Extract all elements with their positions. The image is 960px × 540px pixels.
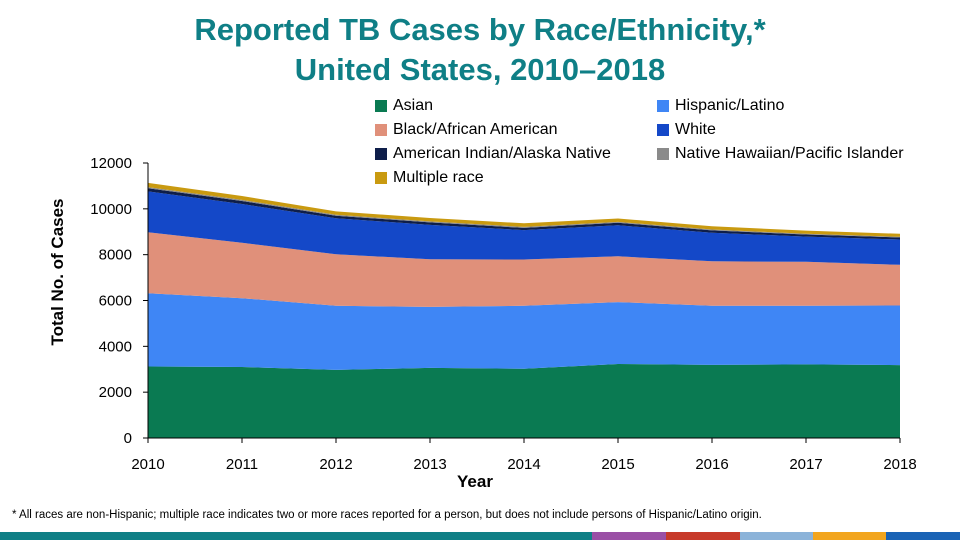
area-white (148, 191, 900, 265)
legend-swatch (375, 124, 387, 136)
bottom-bar-segment (0, 532, 592, 540)
legend-label: American Indian/Alaska Native (393, 145, 611, 162)
legend-item: White (657, 120, 937, 140)
x-axis-label: Year (457, 472, 493, 491)
legend-swatch (657, 124, 669, 136)
legend-item: Asian (375, 96, 657, 116)
bottom-color-bar (0, 532, 960, 540)
bottom-bar-segment (813, 532, 886, 540)
x-tick-label: 2017 (789, 456, 822, 473)
y-axis-label: Total No. of Cases (48, 198, 67, 346)
chart-title: Reported TB Cases by Race/Ethnicity,* Un… (0, 10, 960, 90)
bottom-bar-segment (666, 532, 740, 540)
legend: Asian Hispanic/Latino Black/African Americ… (375, 96, 935, 188)
y-tick-label: 12000 (90, 155, 132, 172)
area-black-african-american (148, 232, 900, 307)
title-line-1: Reported TB Cases by Race/Ethnicity,* (194, 12, 766, 47)
area-asian (148, 364, 900, 438)
x-tick-label: 2012 (319, 456, 352, 473)
x-tick-label: 2015 (601, 456, 634, 473)
y-tick-label: 8000 (99, 247, 132, 264)
x-tick-label: 2010 (131, 456, 164, 473)
y-tick-label: 0 (124, 430, 132, 447)
area-native-hawaiian-pacific-islander (148, 187, 900, 238)
area-american-indian-alaska-native (148, 188, 900, 240)
y-tick-label: 2000 (99, 384, 132, 401)
x-tick-label: 2011 (226, 456, 258, 473)
x-tick-label: 2018 (883, 456, 916, 473)
legend-item: Multiple race (375, 168, 657, 188)
legend-swatch (375, 148, 387, 160)
legend-item: American Indian/Alaska Native (375, 144, 657, 164)
legend-label: Native Hawaiian/Pacific Islander (675, 145, 904, 162)
legend-swatch (657, 100, 669, 112)
bottom-bar-segment (592, 532, 666, 540)
y-tick-label: 6000 (99, 293, 132, 310)
title-line-2: United States, 2010–2018 (294, 52, 666, 87)
bottom-bar-segment (740, 532, 813, 540)
legend-label: Asian (393, 97, 434, 114)
y-tick-label: 10000 (90, 201, 132, 218)
x-tick-label: 2016 (695, 456, 728, 473)
x-tick-label: 2013 (413, 456, 446, 473)
legend-label: Multiple race (393, 169, 484, 186)
legend-swatch (657, 148, 669, 160)
bottom-bar-segment (886, 532, 960, 540)
legend-item: Black/African American (375, 120, 657, 140)
legend-swatch (375, 100, 387, 112)
x-tick-label: 2014 (507, 456, 540, 473)
y-tick-label: 4000 (99, 338, 132, 355)
legend-label: Black/African American (393, 121, 558, 138)
footnote: * All races are non-Hispanic; multiple r… (12, 509, 762, 521)
legend-item: Native Hawaiian/Pacific Islander (657, 144, 937, 164)
legend-label: White (675, 121, 716, 138)
legend-label: Hispanic/Latino (675, 97, 785, 114)
area-hispanic-latino (148, 293, 900, 370)
area-multiple-race (148, 182, 900, 237)
legend-item: Hispanic/Latino (657, 96, 937, 116)
legend-swatch (375, 172, 387, 184)
